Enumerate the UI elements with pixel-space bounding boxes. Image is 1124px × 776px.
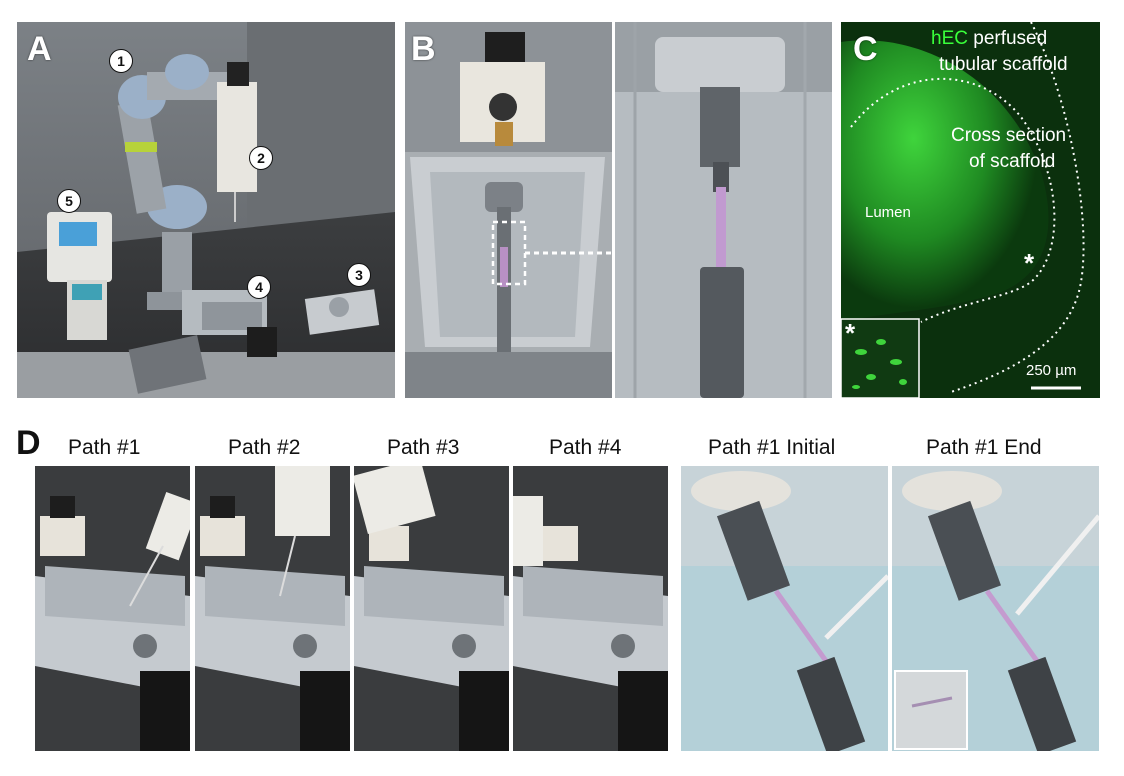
path-4-illustration	[513, 466, 668, 751]
path-3-photo	[354, 466, 509, 751]
path-4-photo	[513, 466, 668, 751]
callout-2: 2	[249, 146, 273, 170]
path-1-photo	[35, 466, 190, 751]
scale-bar-label: 250 µm	[1026, 362, 1077, 379]
tubular-scaffold-label: tubular scaffold	[939, 54, 1068, 75]
caption-path-2: Path #2	[228, 436, 301, 459]
callout-5: 5	[57, 189, 81, 213]
robot-arm-illustration	[17, 22, 395, 398]
asterisk-marker: *	[1024, 248, 1035, 278]
panel-c-fluorescence: C hEC perfused tubular scaffold Cross se…	[841, 22, 1100, 398]
panel-letter-b: B	[411, 30, 436, 68]
panel-letter-c: C	[853, 30, 878, 68]
cross-section-label-line2: of scaffold	[969, 151, 1056, 172]
path-2-illustration	[195, 466, 350, 751]
caption-path-1-initial: Path #1 Initial	[708, 436, 836, 459]
path-1-illustration	[35, 466, 190, 751]
lumen-label: Lumen	[865, 204, 911, 221]
fluorescence-micrograph	[841, 22, 1100, 398]
panel-b-photo-zoom	[615, 22, 832, 398]
scaffold-zoom-illustration	[615, 22, 832, 398]
panel-letter-d: D	[16, 424, 41, 462]
perfused-label: perfused	[973, 28, 1048, 49]
callout-1: 1	[109, 49, 133, 73]
path-1-initial-illustration	[681, 466, 888, 751]
bioreactor-chamber-illustration	[405, 22, 612, 398]
path-1-end-photo	[892, 466, 1099, 751]
callout-4: 4	[247, 275, 271, 299]
hec-highlight: hEC	[931, 28, 968, 49]
hec-label: hEC perfused	[931, 28, 1047, 50]
caption-path-1-end: Path #1 End	[926, 436, 1042, 459]
panel-b-photo-overview: B	[405, 22, 612, 398]
inset-asterisk: *	[845, 318, 856, 348]
path-1-initial-photo	[681, 466, 888, 751]
path-3-illustration	[354, 466, 509, 751]
panel-a-photo: A 1 2 3 4 5	[17, 22, 395, 398]
panel-letter-a: A	[27, 30, 52, 68]
path-2-photo	[195, 466, 350, 751]
path-1-end-illustration	[892, 466, 1099, 751]
caption-path-3: Path #3	[387, 436, 460, 459]
caption-path-1: Path #1	[68, 436, 141, 459]
caption-path-4: Path #4	[549, 436, 622, 459]
callout-3: 3	[347, 263, 371, 287]
cross-section-label-line1: Cross section	[951, 125, 1067, 146]
